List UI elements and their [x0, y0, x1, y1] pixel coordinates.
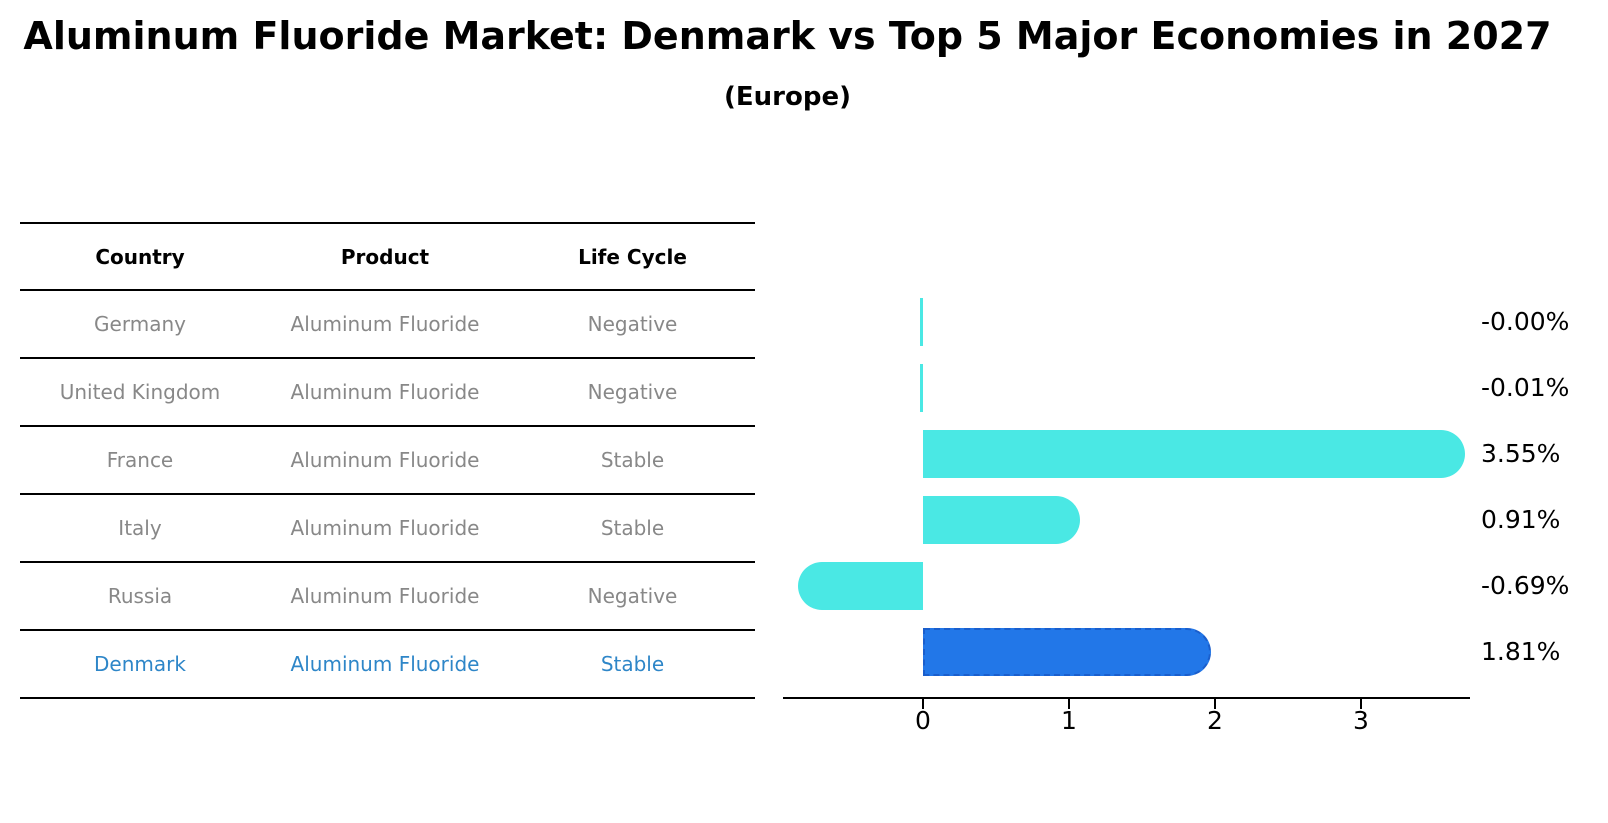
table-header-country: Country	[95, 244, 185, 269]
table-cell-lifecycle: Stable	[600, 448, 665, 472]
table-cell-product: Aluminum Fluoride	[290, 652, 480, 676]
table-cell-product: Aluminum Fluoride	[290, 584, 480, 608]
value-label: 3.55%	[1481, 439, 1561, 468]
x-axis-tick-label: 0	[915, 706, 931, 735]
x-axis-tick	[1214, 699, 1216, 709]
table-cell-lifecycle: Negative	[587, 380, 678, 404]
table-row: United Kingdom Aluminum Fluoride Negativ…	[20, 359, 755, 427]
bar-germany	[920, 298, 923, 346]
value-label: -0.01%	[1481, 373, 1570, 402]
table-cell-product: Aluminum Fluoride	[290, 312, 480, 336]
table-header-product: Product	[340, 244, 430, 269]
table-row: Germany Aluminum Fluoride Negative	[20, 291, 755, 359]
table-cell-country: Italy	[118, 516, 162, 540]
table-cell-lifecycle: Negative	[587, 312, 678, 336]
table-row: Russia Aluminum Fluoride Negative	[20, 563, 755, 631]
bar-italy	[923, 496, 1080, 544]
value-label: 1.81%	[1481, 637, 1561, 666]
bar-france	[923, 430, 1466, 478]
data-table: Country Product Life Cycle Germany Alumi…	[20, 222, 755, 699]
value-label: -0.00%	[1481, 307, 1570, 336]
table-cell-country: Denmark	[94, 652, 186, 676]
value-label: 0.91%	[1481, 505, 1561, 534]
x-axis-line	[783, 697, 1470, 699]
x-axis-tick-label: 3	[1353, 706, 1369, 735]
table-cell-country: Russia	[107, 584, 173, 608]
bar-russia	[798, 562, 923, 610]
x-axis-tick	[1068, 699, 1070, 709]
table-header-row: Country Product Life Cycle	[20, 224, 755, 291]
table-row-highlighted: Denmark Aluminum Fluoride Stable	[20, 631, 755, 699]
table-row: France Aluminum Fluoride Stable	[20, 427, 755, 495]
table-cell-lifecycle: Negative	[587, 584, 678, 608]
table-cell-product: Aluminum Fluoride	[290, 516, 480, 540]
table-header-lifecycle: Life Cycle	[578, 244, 687, 269]
table-cell-country: United Kingdom	[59, 380, 221, 404]
page-title: Aluminum Fluoride Market: Denmark vs Top…	[23, 14, 1552, 58]
table-cell-lifecycle: Stable	[600, 652, 665, 676]
x-axis-tick	[922, 699, 924, 709]
table-row: Italy Aluminum Fluoride Stable	[20, 495, 755, 563]
table-cell-lifecycle: Stable	[600, 516, 665, 540]
x-axis-tick-label: 2	[1207, 706, 1223, 735]
x-axis-tick	[1360, 699, 1362, 709]
table-cell-country: France	[106, 448, 174, 472]
table-cell-product: Aluminum Fluoride	[290, 448, 480, 472]
table-cell-country: Germany	[94, 312, 186, 336]
x-axis-tick-label: 1	[1061, 706, 1077, 735]
bar-denmark-highlight	[923, 628, 1212, 676]
bar-united-kingdom	[920, 364, 923, 412]
chart-subtitle: (Europe)	[724, 82, 851, 112]
table-cell-product: Aluminum Fluoride	[290, 380, 480, 404]
value-label: -0.69%	[1481, 571, 1570, 600]
